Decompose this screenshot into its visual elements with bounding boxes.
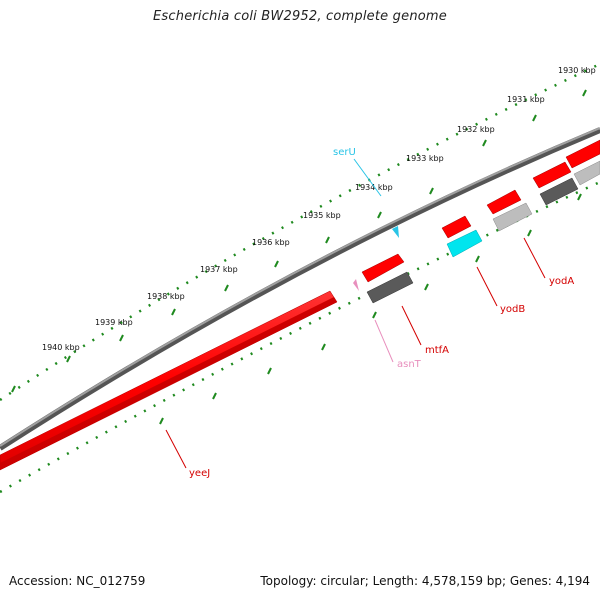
- gene-yodA-arrow[interactable]: [486, 189, 522, 215]
- tick-label: 1933 kbp: [406, 154, 444, 163]
- tick-label: 1938 kbp: [147, 292, 185, 301]
- gene-mtfA-arrow[interactable]: [361, 253, 405, 283]
- gene-asnT-marker[interactable]: [353, 279, 359, 291]
- asnT-connector: [374, 319, 394, 363]
- gene-cyan-trna[interactable]: [446, 229, 483, 258]
- yodB-connector: [476, 266, 498, 307]
- label-serU: serU: [333, 147, 356, 158]
- label-yeeJ: yeeJ: [189, 468, 210, 479]
- tick-label: 1940 kbp: [42, 343, 80, 352]
- gene-light-1[interactable]: [492, 202, 533, 232]
- inner-ruler-arc: [0, 180, 600, 494]
- label-yodA: yodA: [549, 276, 574, 287]
- tick-label: 1935 kbp: [303, 211, 341, 220]
- outer-ruler-arc: [0, 62, 600, 402]
- tick-label: 1937 kbp: [200, 265, 238, 274]
- label-yodB: yodB: [500, 304, 525, 315]
- label-mtfA: mtfA: [425, 345, 449, 356]
- genome-backbone-highlight: [0, 127, 600, 447]
- genome-summary-text: Topology: circular; Length: 4,578,159 bp…: [260, 574, 590, 588]
- mtfA-connector: [401, 305, 422, 346]
- tick-label: 1932 kbp: [457, 125, 495, 134]
- tick-label: 1930 kbp: [558, 66, 596, 75]
- gene-red-arrow-4[interactable]: [532, 161, 572, 189]
- tick-label: 1934 kbp: [355, 183, 393, 192]
- gene-dark-1[interactable]: [366, 271, 414, 304]
- genome-backbone: [0, 127, 600, 451]
- serU-connector: [353, 158, 382, 197]
- genome-title: Escherichia coli BW2952, complete genome: [153, 9, 447, 24]
- gene-red-arrow-5[interactable]: [565, 139, 600, 169]
- inner-major-ticks: [159, 193, 582, 425]
- tick-labels: 1930 kbp 1931 kbp 1932 kbp 1933 kbp 1934…: [42, 66, 596, 352]
- gene-yeeJ-shadow: [0, 297, 337, 470]
- gene-dark-2[interactable]: [539, 177, 579, 206]
- label-asnT: asnT: [397, 359, 422, 370]
- tick-label: 1936 kbp: [252, 238, 290, 247]
- accession-text: Accession: NC_012759: [9, 574, 146, 588]
- yeeJ-connector: [165, 429, 187, 469]
- gene-serU-marker[interactable]: [392, 226, 399, 238]
- yodA-connector: [523, 237, 546, 279]
- gene-yodB-arrow[interactable]: [441, 215, 472, 239]
- gene-light-2[interactable]: [573, 160, 600, 186]
- tick-label: 1931 kbp: [507, 95, 545, 104]
- tick-label: 1939 kbp: [95, 318, 133, 327]
- outer-major-ticks: [11, 89, 587, 393]
